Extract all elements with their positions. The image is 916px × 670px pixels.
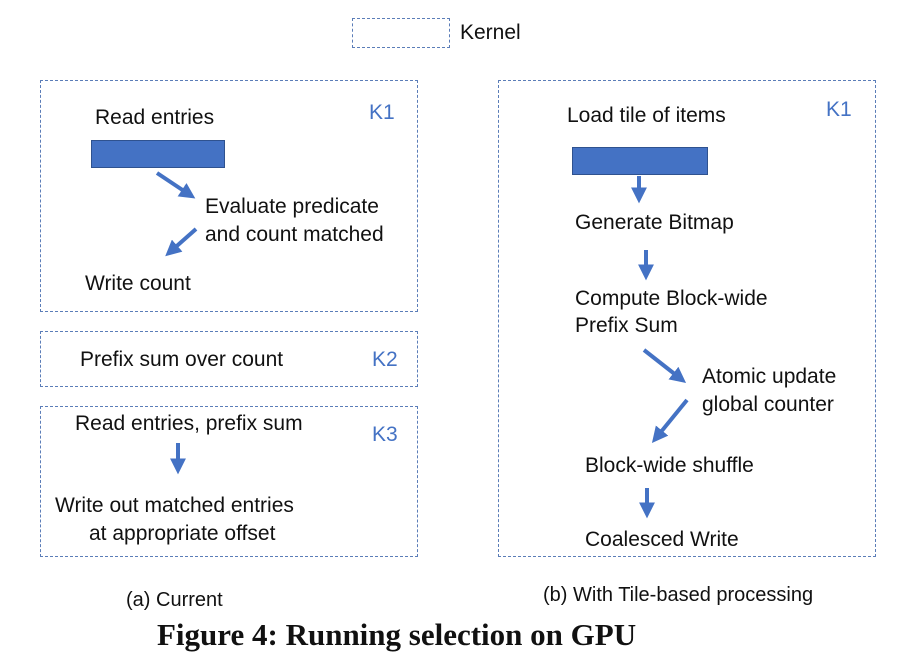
arrow-atomic-to-shuffle (651, 398, 689, 443)
left-caption: (a) Current (126, 589, 223, 611)
right-k1-box (498, 80, 876, 557)
left-evaluate-line1: Evaluate predicate (205, 195, 379, 218)
arrow-bar-to-evaluate (155, 171, 196, 199)
right-generate-bitmap: Generate Bitmap (575, 211, 734, 234)
arrow-prefix-to-atomic (642, 348, 687, 383)
left-read-entries: Read entries (95, 106, 215, 129)
left-entries-bar (91, 140, 225, 168)
right-coalesced-write: Coalesced Write (585, 528, 739, 551)
left-write-out-line2: at appropriate offset (89, 522, 276, 545)
left-prefix-sum: Prefix sum over count (80, 348, 284, 371)
right-caption: (b) With Tile-based processing (543, 584, 814, 606)
left-write-out-line1: Write out matched entries (55, 494, 294, 517)
right-compute-line2: Prefix Sum (575, 314, 678, 337)
right-block-shuffle: Block-wide shuffle (585, 454, 754, 477)
figure-title: Figure 4: Running selection on GPU (157, 617, 637, 652)
left-read-prefix: Read entries, prefix sum (75, 412, 303, 435)
arrow-evaluate-to-write (165, 227, 198, 257)
right-k1-tag: K1 (826, 98, 852, 121)
right-atomic-line1: Atomic update (702, 365, 837, 388)
left-k1-tag: K1 (369, 101, 395, 124)
right-tile-bar (572, 147, 708, 175)
left-k2-box (40, 331, 418, 387)
left-k2-tag: K2 (372, 348, 398, 371)
legend-kernel-swatch (352, 18, 450, 48)
right-load-tile: Load tile of items (567, 104, 726, 127)
left-write-count: Write count (85, 272, 191, 295)
left-k1-box (40, 80, 418, 312)
right-atomic-line2: global counter (702, 393, 834, 416)
left-k3-tag: K3 (372, 423, 398, 446)
left-evaluate-line2: and count matched (205, 223, 384, 246)
right-compute-line1: Compute Block-wide (575, 287, 768, 310)
legend-kernel-label: Kernel (460, 21, 521, 44)
left-k3-box (40, 406, 418, 557)
